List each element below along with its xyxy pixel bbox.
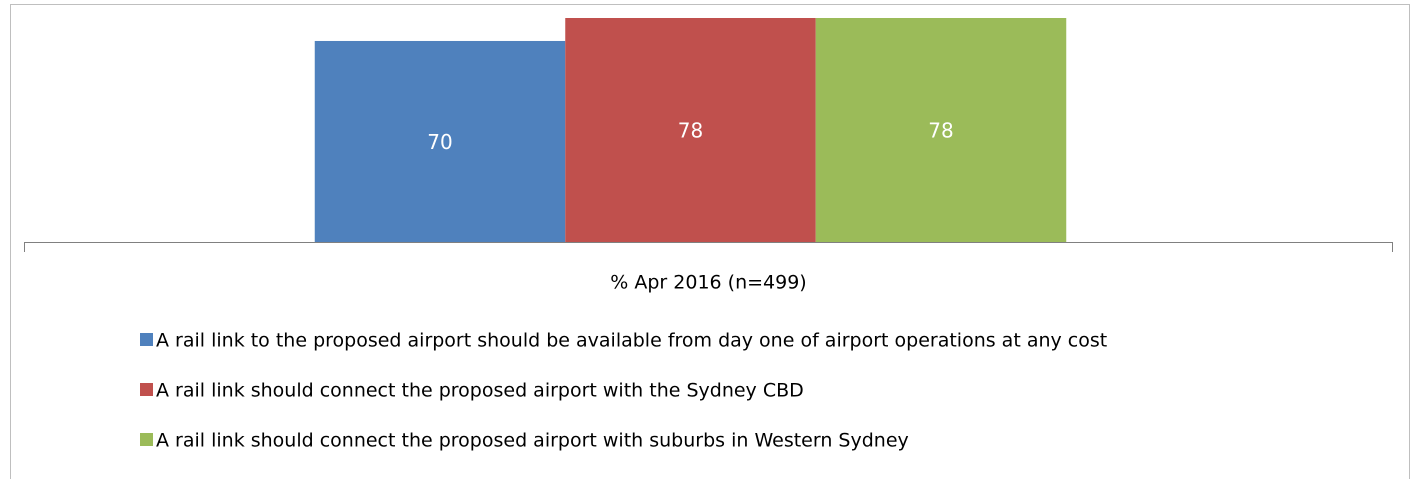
value-label: 78 xyxy=(678,119,703,143)
chart-frame xyxy=(10,4,1410,479)
bar xyxy=(565,18,816,242)
bar xyxy=(314,40,566,242)
x-tick-label: % Apr 2016 (n=499) xyxy=(610,272,806,294)
legend-swatch xyxy=(140,383,153,396)
value-label: 78 xyxy=(928,119,953,143)
legend-label: A rail link should connect the proposed … xyxy=(156,380,804,402)
value-label: 70 xyxy=(427,130,452,154)
legend-swatch xyxy=(140,433,153,446)
legend-label: A rail link to the proposed airport shou… xyxy=(156,330,1107,352)
legend-swatch xyxy=(140,333,153,346)
legend-label: A rail link should connect the proposed … xyxy=(156,430,909,452)
bar xyxy=(815,18,1067,242)
